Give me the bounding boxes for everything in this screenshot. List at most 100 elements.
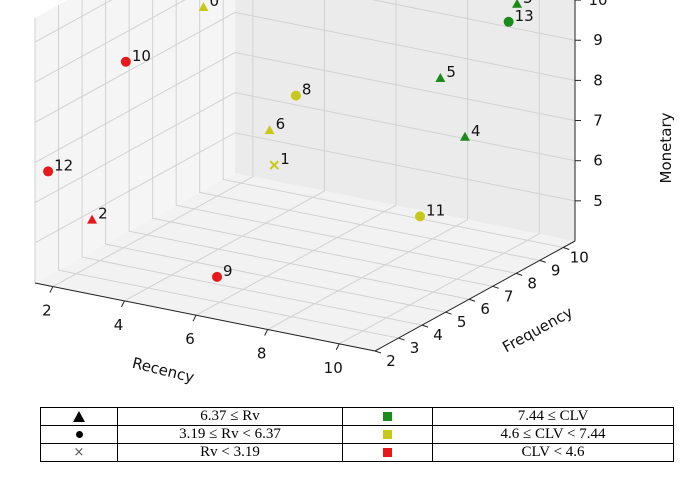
- legend-rv-range: 6.37 ≤ Rv: [117, 407, 343, 426]
- data-point-label: 4: [471, 122, 481, 140]
- z-tick-label: 10: [588, 0, 607, 9]
- legend-marker-cell: [40, 407, 118, 426]
- x-tick-label: 4: [114, 316, 124, 334]
- data-point-triangle: [264, 125, 275, 135]
- x-tick-mark: [264, 329, 269, 336]
- data-point-label: 1: [280, 150, 290, 168]
- grid-line-z: [34, 0, 576, 83]
- x-tick-mark: [335, 343, 340, 351]
- legend-row: 6.37 ≤ Rv 7.44 ≤ CLV: [40, 407, 674, 426]
- data-point-label: 6: [276, 115, 286, 133]
- y-tick-mark: [516, 272, 523, 276]
- data-point-dot: [290, 90, 301, 101]
- x-tick-mark: [192, 314, 197, 322]
- x-axis-line: [34, 282, 376, 352]
- y-tick-label: 7: [504, 287, 514, 305]
- grid-line-z: [34, 0, 576, 43]
- grid-line-y: [105, 0, 446, 313]
- legend-clv-range: 7.44 ≤ CLV: [432, 407, 674, 426]
- axes-panes: [35, 0, 575, 351]
- data-point-label: 11: [426, 201, 445, 219]
- x-tick-mark: [121, 300, 125, 308]
- data-point-triangle: [87, 214, 98, 224]
- grid-line-y: [222, 0, 564, 248]
- y-tick-mark: [492, 285, 499, 289]
- triangle-marker-icon: [73, 411, 85, 423]
- grid-line-z: [34, 11, 576, 123]
- legend-row: 3.19 ≤ Rv < 6.37 4.6 ≤ CLV < 7.44: [40, 425, 674, 444]
- y-tick-mark: [539, 259, 546, 263]
- y-tick-label: 10: [570, 248, 589, 266]
- data-point-label: 13: [515, 7, 534, 25]
- floor-pane: [35, 173, 575, 351]
- data-point-dot: [415, 211, 426, 222]
- data-point-dot: [503, 16, 514, 27]
- y-tick-label: 4: [433, 326, 443, 344]
- legend-clv-range: CLV < 4.6: [432, 443, 674, 462]
- y-tick-label: 3: [410, 339, 420, 357]
- data-point-triangle: [198, 2, 209, 12]
- z-tick-label: 7: [593, 112, 603, 130]
- z-tick-label: 5: [593, 192, 603, 210]
- axis-lines: [34, 0, 576, 352]
- data-point-triangle: [512, 0, 523, 8]
- data-point-label: 9: [223, 262, 233, 280]
- y-tick-mark: [421, 324, 429, 328]
- data-points: 012345678910111213: [43, 0, 534, 282]
- data-point-x: [269, 160, 279, 170]
- data-point-label: 2: [98, 205, 108, 223]
- data-point-dot: [43, 166, 54, 177]
- z-axis-label: Monetary: [657, 112, 675, 183]
- x-axis-label: Recency: [130, 354, 196, 387]
- data-point-label: 5: [446, 63, 456, 81]
- x-tick-mark: [49, 286, 54, 293]
- back-pane: [235, 0, 575, 241]
- y-tick-mark: [374, 350, 382, 354]
- legend-table: 6.37 ≤ Rv 7.44 ≤ CLV 3.19 ≤ Rv < 6.37 4.6 ≤…: [40, 407, 674, 462]
- data-point-triangle: [459, 131, 470, 141]
- data-point-triangle: [435, 72, 446, 82]
- y-tick-mark: [563, 246, 570, 250]
- data-point-dot: [212, 271, 223, 282]
- y-axis-label: Frequency: [499, 303, 576, 356]
- legend-rv-range: 3.19 ≤ Rv < 6.37: [117, 425, 343, 444]
- grid-line-z: [34, 132, 576, 244]
- y-tick-mark: [398, 337, 405, 341]
- legend-rv-range: Rv < 3.19: [117, 443, 343, 462]
- grid-line-y: [128, 0, 470, 300]
- grid-line-x: [338, 0, 540, 345]
- dot-marker-icon: [75, 431, 83, 439]
- grid-line-x: [124, 0, 325, 302]
- x-tick-label: 8: [257, 345, 267, 363]
- grid-line-y: [58, 5, 399, 339]
- grid-line-x: [52, 0, 254, 288]
- y-tick-mark: [468, 298, 476, 302]
- y-tick-mark: [445, 311, 452, 315]
- grid-line-x: [267, 0, 469, 330]
- grid-line-y: [175, 0, 517, 274]
- z-tick-label: 9: [593, 31, 603, 49]
- color-swatch-icon: [383, 448, 392, 458]
- data-point-label: 8: [302, 81, 312, 99]
- grid-line-z: [34, 52, 576, 163]
- y-tick-label: 9: [551, 261, 561, 279]
- data-point-label: 3: [523, 0, 533, 7]
- y-tick-label: 5: [457, 313, 467, 331]
- data-point-label: 12: [54, 156, 73, 174]
- grid-line-y: [81, 0, 423, 326]
- x-tick-label: 10: [324, 359, 343, 377]
- legend-row: × Rv < 3.19 CLV < 4.6: [40, 443, 674, 462]
- data-point-dot: [120, 56, 131, 67]
- legend-color-cell: [342, 443, 433, 462]
- legend-clv-range: 4.6 ≤ CLV < 7.44: [432, 425, 674, 444]
- y-tick-label: 8: [527, 274, 537, 292]
- data-point-label: 0: [209, 0, 219, 10]
- x-tick-label: 6: [185, 330, 195, 348]
- legend-marker-cell: [40, 425, 118, 444]
- color-swatch-icon: [383, 430, 392, 440]
- grid-line-x: [195, 0, 397, 316]
- y-tick-label: 2: [386, 352, 396, 370]
- z-tick-label: 8: [593, 71, 603, 89]
